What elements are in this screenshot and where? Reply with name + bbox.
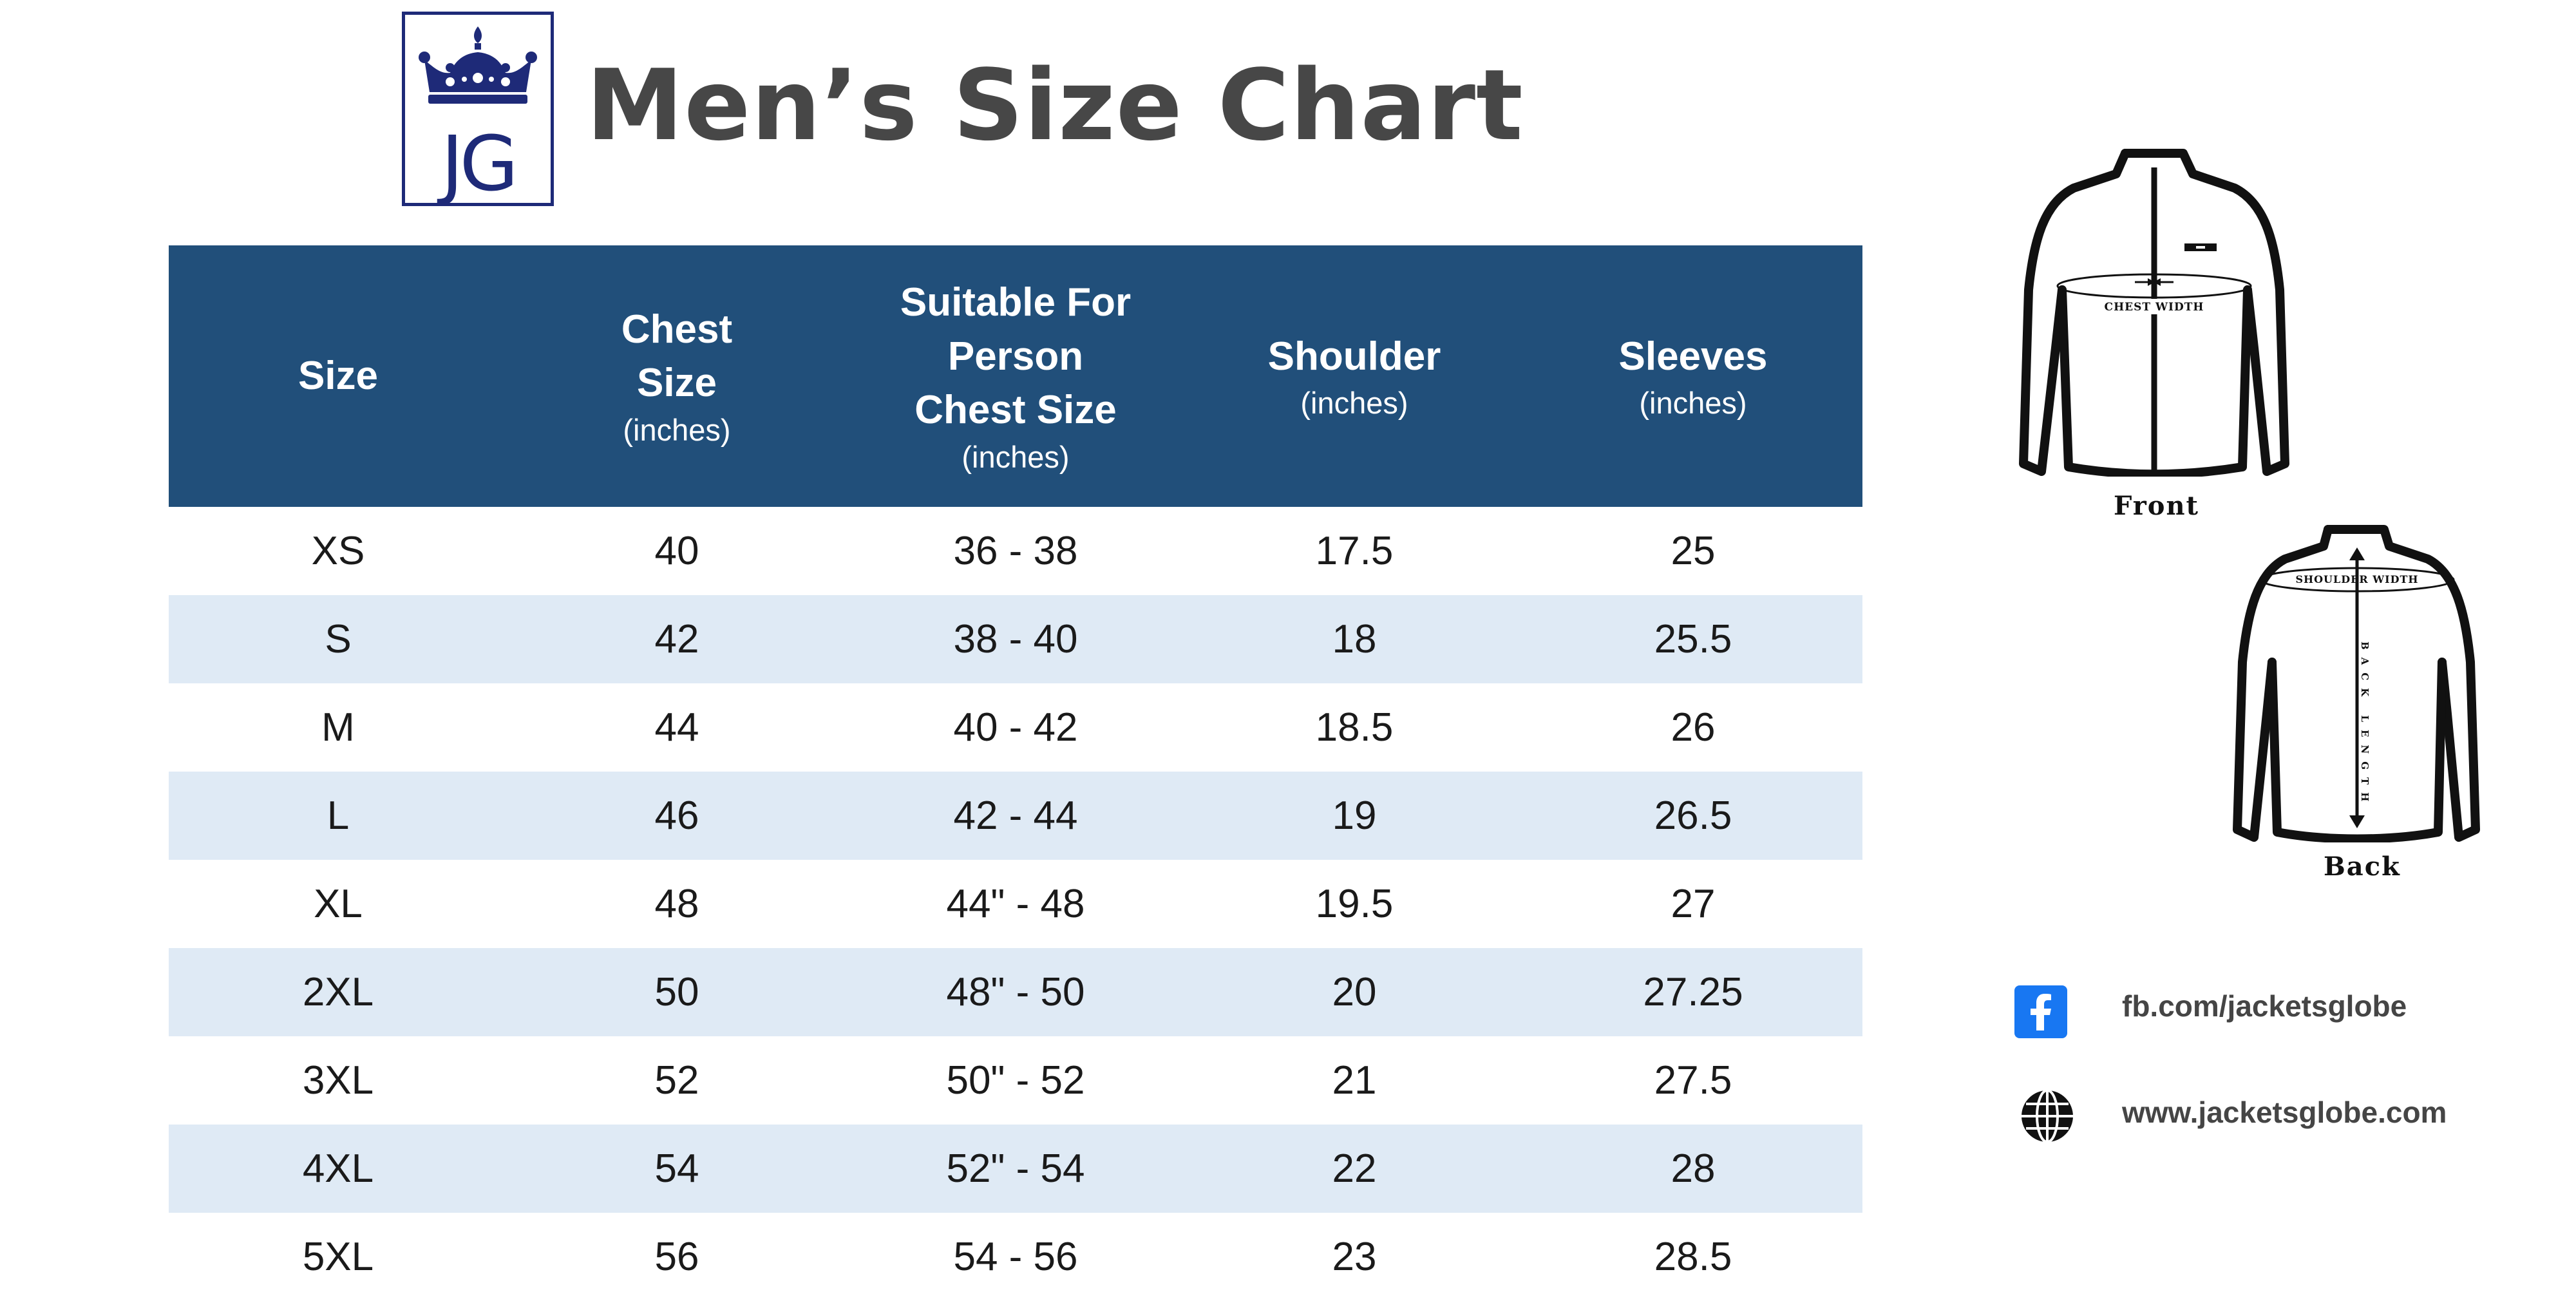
facebook-link[interactable]: fb.com/jacketsglobe	[2122, 989, 2407, 1023]
cell-person-chest: 44" - 48	[946, 882, 1085, 926]
cell-sleeves: 27.5	[1654, 1058, 1732, 1103]
cell-person-chest: 50" - 52	[946, 1058, 1085, 1103]
cell-shoulder: 22	[1185, 1125, 1524, 1213]
website-link[interactable]: www.jacketsglobe.com	[2122, 1096, 2447, 1129]
table-row: S 42 38 - 40 18 25.5	[169, 595, 1862, 683]
cell-sleeves: 26	[1671, 705, 1716, 750]
cell-sleeves: 28.5	[1654, 1235, 1732, 1279]
cell-person-chest: 40 - 42	[953, 705, 1078, 750]
cell-person-chest: 52" - 54	[846, 1125, 1185, 1213]
cell-chest: 54	[507, 1125, 846, 1213]
facebook-icon[interactable]	[2014, 985, 2067, 1038]
brand-logo: JG	[402, 12, 554, 206]
cell-chest: 56	[654, 1235, 699, 1279]
table-row: 3XL 52 50" - 52 21 27.5	[169, 1036, 1862, 1125]
size-table: Size Chest Size (inches) Suitable For Pe…	[169, 245, 1862, 1301]
table-row: 2XL 50 48" - 50 20 27.25	[169, 948, 1862, 1036]
col-header-person-chest-size: Suitable For Person Chest Size (inches)	[846, 245, 1185, 507]
cell-chest: 42	[507, 595, 846, 683]
cell-sleeves: 27	[1671, 882, 1716, 926]
cell-chest: 40	[654, 529, 699, 573]
cell-shoulder: 18.5	[1315, 705, 1394, 750]
table-row: 4XL 54 52" - 54 22 28	[169, 1125, 1862, 1213]
col-header-chest-size: Chest Size (inches)	[507, 245, 846, 507]
cell-sleeves: 28	[1524, 1125, 1862, 1213]
cell-shoulder: 21	[1332, 1058, 1377, 1103]
table-row: L 46 42 - 44 19 26.5	[169, 772, 1862, 860]
table-header-row: Size Chest Size (inches) Suitable For Pe…	[169, 245, 1862, 507]
logo-monogram: JG	[437, 119, 515, 203]
cell-sleeves: 25.5	[1524, 595, 1862, 683]
table-row: 5XL 56 54 - 56 23 28.5	[169, 1213, 1862, 1301]
cell-chest: 46	[507, 772, 846, 860]
cell-size: S	[169, 595, 507, 683]
back-length-label: BACK LENGTH	[2359, 641, 2371, 809]
cell-shoulder: 18	[1185, 595, 1524, 683]
cell-shoulder: 20	[1185, 948, 1524, 1036]
cell-size: 2XL	[169, 948, 507, 1036]
cell-person-chest: 36 - 38	[953, 529, 1078, 573]
cell-shoulder: 17.5	[1315, 529, 1394, 573]
front-jacket-diagram: CHEST WIDTH	[2019, 149, 2289, 477]
cell-size: M	[321, 705, 355, 750]
cell-shoulder: 23	[1332, 1235, 1377, 1279]
cell-shoulder: 19.5	[1315, 882, 1394, 926]
cell-size: XL	[314, 882, 363, 926]
cell-size: XS	[311, 529, 365, 573]
table-row: XL 48 44" - 48 19.5 27	[169, 860, 1862, 948]
cell-person-chest: 38 - 40	[846, 595, 1185, 683]
cell-chest: 48	[654, 882, 699, 926]
cell-shoulder: 19	[1185, 772, 1524, 860]
page-title: Men’s Size Chart	[586, 48, 1524, 162]
cell-size: 5XL	[302, 1235, 374, 1279]
table-row: M 44 40 - 42 18.5 26	[169, 683, 1862, 772]
front-label: Front	[2114, 491, 2200, 521]
table-row: XS 40 36 - 38 17.5 25	[169, 507, 1862, 595]
cell-sleeves: 25	[1671, 529, 1716, 573]
back-label: Back	[2324, 851, 2401, 882]
cell-person-chest: 54 - 56	[953, 1235, 1078, 1279]
cell-person-chest: 48" - 50	[846, 948, 1185, 1036]
chest-width-label: CHEST WIDTH	[2105, 301, 2204, 314]
col-header-sleeves: Sleeves (inches)	[1524, 245, 1862, 507]
col-header-shoulder: Shoulder (inches)	[1185, 245, 1524, 507]
col-header-size: Size	[169, 245, 507, 507]
globe-icon[interactable]	[2020, 1088, 2075, 1144]
cell-size: 3XL	[302, 1058, 374, 1103]
crown-monogram-icon: JG	[419, 26, 537, 203]
cell-sleeves: 26.5	[1524, 772, 1862, 860]
cell-chest: 52	[654, 1058, 699, 1103]
cell-sleeves: 27.25	[1524, 948, 1862, 1036]
cell-size: L	[169, 772, 507, 860]
back-jacket-diagram: SHOULDER WIDTH BACK LENGTH	[2233, 525, 2480, 842]
cell-size: 4XL	[169, 1125, 507, 1213]
cell-person-chest: 42 - 44	[846, 772, 1185, 860]
cell-chest: 44	[654, 705, 699, 750]
cell-chest: 50	[507, 948, 846, 1036]
